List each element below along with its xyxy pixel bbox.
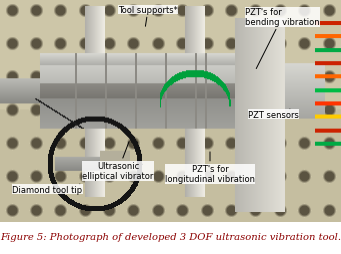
Text: Ultrasonic
elliptical vibrator: Ultrasonic elliptical vibrator [82, 142, 154, 181]
Text: PZT sensors: PZT sensors [248, 110, 299, 119]
Text: PZT's for
bending vibration: PZT's for bending vibration [245, 8, 320, 69]
Text: Tool supports*: Tool supports* [118, 6, 178, 27]
Text: Diamond tool tip: Diamond tool tip [12, 184, 82, 194]
Text: PZT's for
longitudinal vibration: PZT's for longitudinal vibration [165, 152, 255, 184]
Text: Figure 5: Photograph of developed 3 DOF ultrasonic vibration tool.: Figure 5: Photograph of developed 3 DOF … [0, 232, 341, 241]
